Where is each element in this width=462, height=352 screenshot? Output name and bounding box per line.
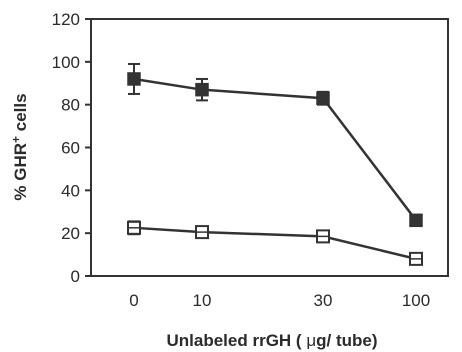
x-tick-label: 0 — [129, 291, 138, 310]
x-axis-title-main: Unlabeled rrGH ( — [167, 331, 307, 350]
x-tick-label: 30 — [314, 291, 333, 310]
data-point — [409, 213, 423, 228]
y-axis-title: % GHR+ cells — [9, 93, 30, 200]
x-tick-label: 10 — [193, 291, 212, 310]
series-layer — [127, 62, 423, 266]
y-tick-label: 60 — [61, 139, 80, 158]
x-tick-label: 100 — [402, 291, 430, 310]
y-tick-label: 0 — [71, 267, 80, 286]
plot-frame — [90, 18, 449, 277]
y-tick-labels: 0 20 40 60 80 100 120 — [52, 10, 80, 286]
y-tick-label: 100 — [52, 53, 80, 72]
x-axis-title-suffix: g/ tube) — [316, 331, 377, 350]
series-1 — [127, 62, 423, 228]
y-tick-label: 20 — [61, 224, 80, 243]
y-tick-label: 80 — [61, 96, 80, 115]
y-axis-title-main: % GHR — [11, 143, 30, 201]
data-point — [127, 72, 141, 86]
y-tick-label: 40 — [61, 181, 80, 200]
y-tick-label: 120 — [52, 10, 80, 29]
data-point — [195, 82, 209, 97]
data-point — [316, 91, 330, 105]
y-axis-title-superscript: + — [9, 136, 23, 143]
x-axis-title: Unlabeled rrGH ( μg/ tube) — [167, 331, 378, 350]
x-axis-title-mu: μ — [306, 331, 316, 350]
series-line — [133, 226, 417, 261]
series-line — [133, 77, 417, 222]
x-tick-labels: 0 10 30 100 — [129, 291, 430, 310]
y-axis-title-suffix: cells — [11, 93, 30, 136]
axes — [85, 18, 449, 277]
series-2 — [127, 220, 423, 266]
